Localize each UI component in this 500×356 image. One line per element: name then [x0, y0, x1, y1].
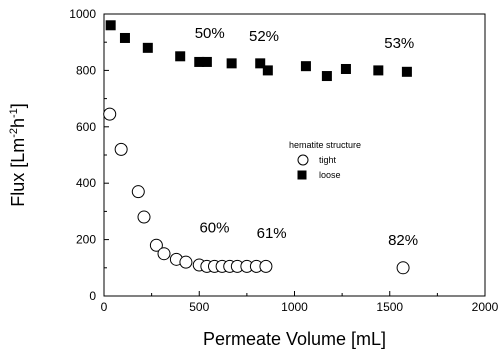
data-series: [103, 20, 412, 275]
legend-title: hematite structure: [289, 140, 361, 150]
x-tick-label: 0: [101, 300, 108, 314]
annotations: 50% 52% 53% 60% 61% 82%: [195, 25, 418, 249]
percent-annotation: 50%: [195, 25, 225, 42]
point-loose: [142, 42, 153, 53]
point-loose: [401, 66, 412, 77]
percent-annotation: 82%: [388, 232, 418, 249]
percent-annotation: 52%: [249, 28, 279, 45]
legend: hematite structure tight loose: [289, 140, 361, 180]
y-tick-label: 600: [76, 120, 96, 134]
point-tight: [396, 261, 410, 275]
point-loose: [226, 58, 237, 69]
x-tick-label: 2000: [472, 300, 499, 314]
legend-label-loose: loose: [319, 170, 341, 180]
point-loose: [194, 56, 205, 67]
y-tick-label: 200: [76, 233, 96, 247]
x-tick-label: 500: [189, 300, 209, 314]
point-tight: [179, 255, 193, 269]
point-loose: [201, 56, 212, 67]
x-tick-label: 1000: [281, 300, 308, 314]
point-loose: [255, 58, 266, 69]
point-loose: [300, 61, 311, 72]
legend-marker-loose: [297, 170, 307, 180]
y-axis: 0 200 400 600 800 1000: [69, 7, 109, 303]
point-tight: [103, 107, 117, 121]
percent-annotation: 53%: [384, 35, 414, 52]
y-tick-label: 1000: [69, 7, 96, 21]
y-tick-label: 800: [76, 63, 96, 77]
y-tick-label: 0: [89, 289, 96, 303]
point-loose: [105, 20, 116, 31]
y-axis-title: Flux [Lm-2h-1]: [8, 103, 28, 207]
legend-marker-tight: [297, 154, 309, 166]
percent-annotation: 60%: [199, 220, 229, 237]
y-tick-label: 400: [76, 176, 96, 190]
point-loose: [119, 32, 130, 43]
point-loose: [321, 71, 332, 82]
x-axis-title: Permeate Volume [mL]: [203, 329, 386, 349]
point-tight: [114, 142, 128, 156]
point-tight: [149, 238, 163, 252]
point-tight: [259, 259, 273, 273]
point-tight: [131, 185, 145, 199]
point-tight: [157, 247, 171, 261]
x-axis: 0 500 1000 1500 2000: [101, 291, 499, 314]
x-tick-label: 1500: [376, 300, 403, 314]
point-loose: [340, 63, 351, 74]
legend-label-tight: tight: [319, 155, 337, 165]
point-loose: [262, 65, 273, 76]
point-loose: [373, 65, 384, 76]
percent-annotation: 61%: [257, 225, 287, 242]
point-loose: [175, 51, 186, 62]
point-tight: [137, 210, 151, 224]
